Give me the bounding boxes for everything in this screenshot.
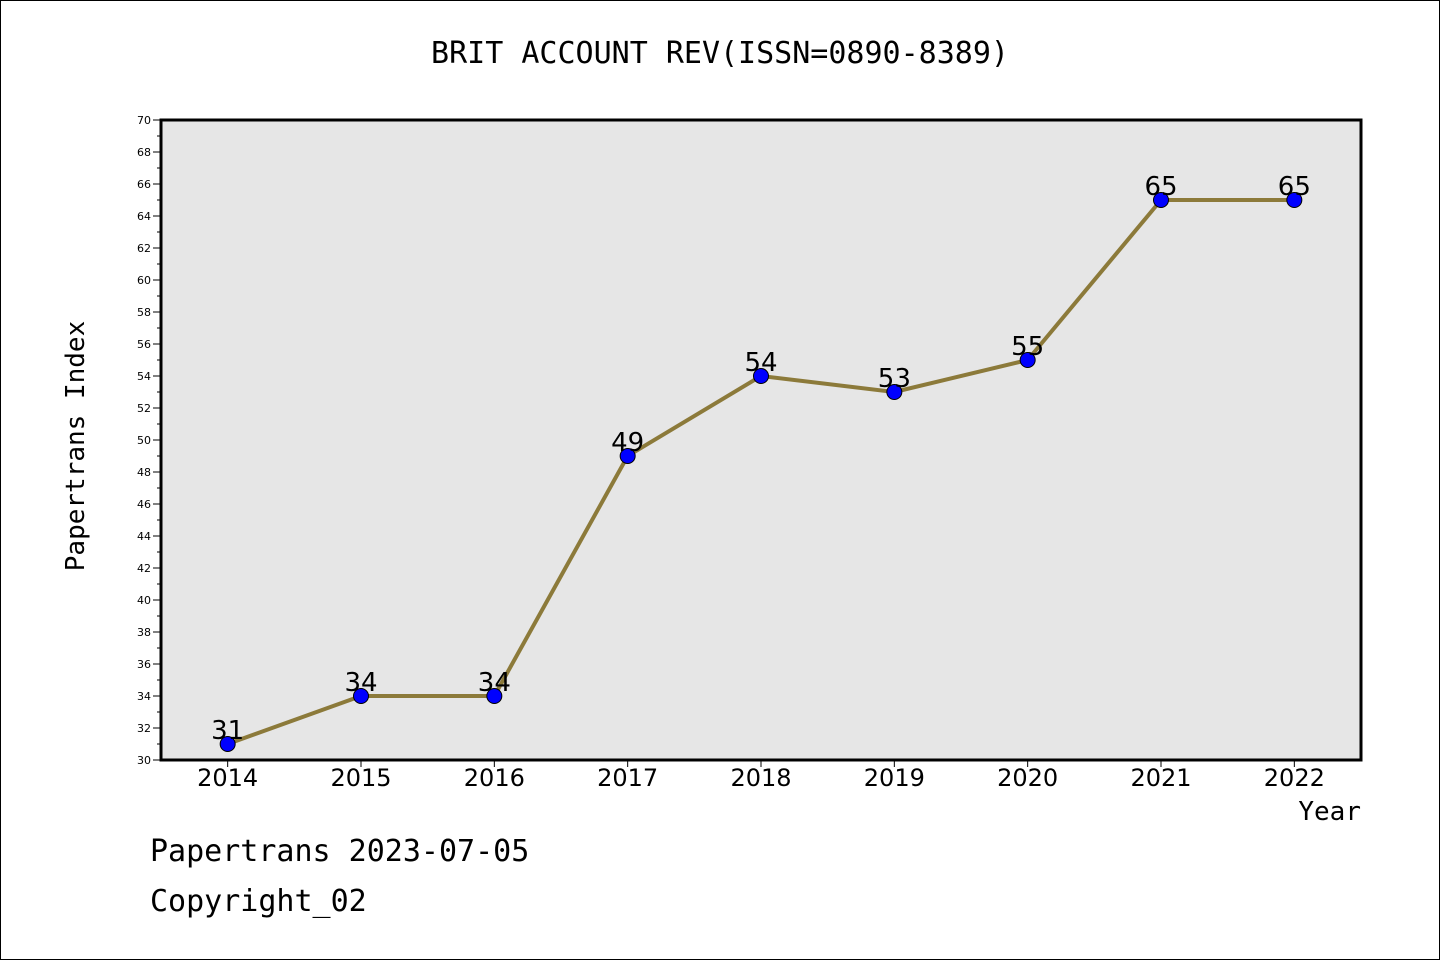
x-tick-label: 2022 [1264,764,1325,792]
x-axis: 2014 2015 2016 2017 2018 2019 2020 2021 2022 [197,760,1325,792]
plot-area [161,120,1361,760]
footer-date: Papertrans 2023-07-05 [150,834,530,869]
y-tick-label: 58 [137,306,151,319]
x-tick-label: 2019 [864,764,925,792]
data-label: 55 [1011,332,1044,362]
data-label: 31 [211,716,244,746]
x-tick-label: 2017 [597,764,658,792]
data-point [619,448,636,464]
data-label: 65 [1278,172,1311,202]
x-tick-label: 2020 [997,764,1058,792]
data-point [886,384,903,400]
y-axis: 30 32 34 36 38 40 42 44 46 48 50 52 54 56 58 60 62 64 66 68… [137,114,161,767]
data-label: 53 [878,364,911,394]
x-tick-label: 2015 [330,764,391,792]
y-tick-label: 50 [137,434,151,447]
data-label: 65 [1144,172,1177,202]
data-point [1153,192,1169,208]
y-tick-label: 64 [137,210,151,223]
data-point [219,736,236,752]
y-tick-label: 56 [137,338,151,351]
data-point [486,688,503,704]
y-tick-label: 68 [137,146,151,159]
y-tick-label: 34 [137,690,151,703]
x-tick-label: 2021 [1130,764,1191,792]
y-tick-label: 70 [137,114,151,127]
footer-copyright: Copyright_02 [150,884,367,919]
y-tick-label: 48 [137,466,151,479]
data-point [353,688,369,704]
plot-border [159,118,1363,762]
data-point [753,368,769,384]
y-axis-label: Papertrans Index [61,321,91,571]
y-tick-label: 66 [137,178,151,191]
y-tick-label: 60 [137,274,151,287]
y-tick-label: 52 [137,402,151,415]
x-tick-label: 2018 [730,764,791,792]
y-tick-label: 36 [137,658,151,671]
y-tick-label: 32 [137,722,151,735]
x-tick-label: 2016 [464,764,525,792]
data-label: 54 [744,348,777,378]
y-tick-label: 44 [137,530,151,543]
y-tick-label: 42 [137,562,151,575]
y-tick-label: 62 [137,242,151,255]
chart-title: BRIT ACCOUNT REV(ISSN=0890-8389) [431,36,1009,71]
y-tick-label: 54 [137,370,151,383]
y-tick-label: 46 [137,498,151,511]
data-point [1286,192,1303,208]
series-markers [219,192,1303,752]
x-axis-label: Year [1298,797,1361,827]
data-labels: 31 34 34 49 54 53 55 65 65 [211,172,1311,746]
data-label: 34 [478,668,511,698]
y-tick-label: 38 [137,626,151,639]
x-tick-label: 2014 [197,764,258,792]
y-tick-label: 40 [137,594,151,607]
y-tick-label: 30 [137,754,151,767]
data-label: 49 [611,428,644,458]
data-label: 34 [344,668,377,698]
data-point [1019,352,1036,368]
